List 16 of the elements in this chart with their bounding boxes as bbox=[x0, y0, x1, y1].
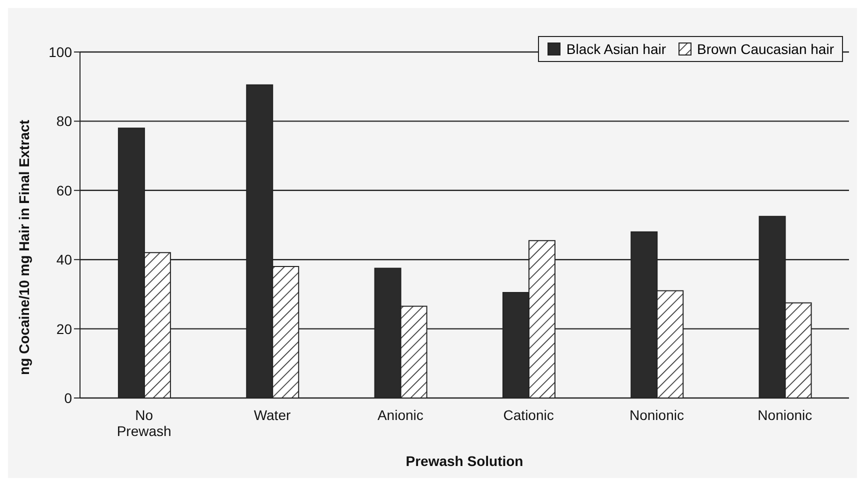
y-tick-label: 80 bbox=[56, 113, 72, 130]
x-axis-title: Prewash Solution bbox=[406, 453, 524, 469]
x-tick-label: Anionic bbox=[377, 407, 424, 423]
x-tick-label: Cationic bbox=[503, 407, 554, 423]
x-tick-label: No Prewash bbox=[116, 407, 172, 439]
x-tick-label: Nonionic bbox=[630, 407, 684, 423]
legend-label: Brown Caucasian hair bbox=[697, 41, 834, 57]
y-tick-label: 100 bbox=[48, 44, 72, 60]
y-tick-label: 40 bbox=[56, 252, 72, 268]
y-tick-label: 20 bbox=[56, 320, 72, 337]
y-axis-title: ng Cocaine/10 mg Hair in Final Extract bbox=[16, 119, 32, 375]
y-tick-label: 60 bbox=[56, 182, 72, 198]
x-tick-label: Nonionic bbox=[758, 407, 812, 423]
x-tick-label: Water bbox=[254, 407, 291, 423]
y-tick-label: 0 bbox=[64, 390, 72, 406]
legend-label: Black Asian hair bbox=[566, 41, 666, 57]
